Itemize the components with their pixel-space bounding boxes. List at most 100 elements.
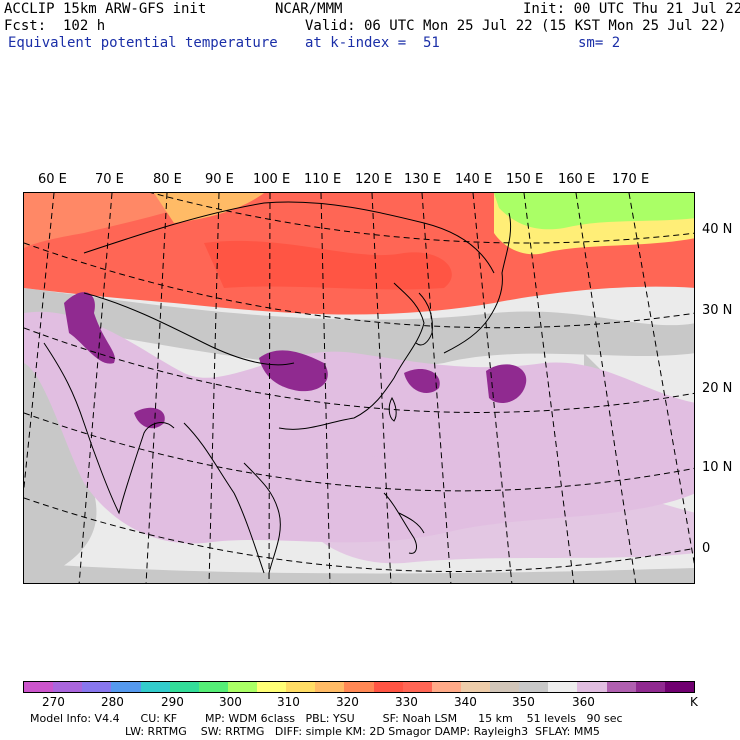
field-purple-china bbox=[259, 350, 328, 392]
lon-line-140e bbox=[472, 193, 513, 583]
colorbar-swatch-16 bbox=[490, 682, 520, 692]
colorbar-swatch-5 bbox=[169, 682, 199, 692]
colorbar-swatch-17 bbox=[519, 682, 549, 692]
colorbar-swatch-3 bbox=[111, 682, 141, 692]
field-name: Equivalent potential temperature bbox=[8, 35, 278, 51]
coastlines bbox=[43, 201, 512, 574]
lat-label-0: 0 bbox=[702, 541, 711, 556]
lat-label-40n: 40 N bbox=[702, 222, 733, 237]
model-info-line2: LW: RRTMG SW: RRTMG DIFF: simple KM: 2D … bbox=[125, 725, 600, 738]
lon-line-160e bbox=[575, 193, 637, 583]
model-level: at k-index = 51 bbox=[305, 35, 440, 51]
lon-label-120e: 120 E bbox=[355, 172, 393, 187]
coast-korea bbox=[415, 292, 433, 346]
lon-line-60e bbox=[24, 193, 55, 492]
field-gray-south bbox=[24, 563, 694, 583]
cbar-tick-310: 310 bbox=[277, 695, 300, 709]
lat-label-10n: 10 N bbox=[702, 460, 733, 475]
cbar-tick-330: 330 bbox=[395, 695, 418, 709]
colorbar-swatch-10 bbox=[315, 682, 345, 692]
border-china-north bbox=[83, 201, 495, 274]
colorbar-swatch-22 bbox=[664, 682, 694, 692]
lat-line-0 bbox=[24, 497, 694, 572]
cbar-tick-300: 300 bbox=[219, 695, 242, 709]
colorbar-swatch-8 bbox=[257, 682, 287, 692]
lon-label-140e: 140 E bbox=[455, 172, 493, 187]
smoothing-label: sm= 2 bbox=[578, 35, 621, 51]
lon-label-160e: 160 E bbox=[558, 172, 596, 187]
colorbar-swatch-2 bbox=[82, 682, 112, 692]
colorbar-swatch-14 bbox=[431, 682, 461, 692]
colorbar bbox=[23, 681, 695, 693]
lon-line-110e bbox=[320, 193, 331, 583]
colorbar-swatch-11 bbox=[344, 682, 374, 692]
coast-indochina bbox=[183, 422, 281, 574]
valid-time: Valid: 06 UTC Mon 25 Jul 22 (15 KST Mon … bbox=[305, 18, 727, 34]
colorbar-swatch-4 bbox=[140, 682, 170, 692]
longitude-lines bbox=[24, 193, 694, 583]
lon-line-130e bbox=[421, 193, 452, 583]
lat-label-30n: 30 N bbox=[702, 303, 733, 318]
lon-line-80e bbox=[145, 193, 168, 583]
colorbar-swatch-20 bbox=[606, 682, 636, 692]
lon-line-100e bbox=[268, 193, 271, 583]
colorbar-swatch-21 bbox=[635, 682, 665, 692]
map-canvas bbox=[24, 193, 694, 583]
colorbar-swatch-15 bbox=[460, 682, 490, 692]
lon-label-100e: 100 E bbox=[253, 172, 291, 187]
model-title: ACCLIP 15km ARW-GFS init bbox=[4, 1, 207, 17]
lat-line-30n bbox=[24, 242, 694, 329]
colorbar-swatch-13 bbox=[402, 682, 432, 692]
colorbar-swatch-9 bbox=[286, 682, 316, 692]
lon-line-150e bbox=[523, 193, 575, 583]
colorbar-swatch-1 bbox=[53, 682, 83, 692]
colorbar-swatch-12 bbox=[373, 682, 403, 692]
cbar-tick-unit: K bbox=[690, 695, 698, 709]
colorbar-swatch-19 bbox=[577, 682, 607, 692]
cbar-tick-270: 270 bbox=[42, 695, 65, 709]
lat-line-10n bbox=[24, 412, 694, 492]
field-gray-band bbox=[24, 288, 694, 369]
lon-label-70e: 70 E bbox=[95, 172, 124, 187]
lon-line-70e bbox=[78, 193, 113, 583]
lon-label-80e: 80 E bbox=[153, 172, 182, 187]
field-purple-india bbox=[64, 292, 115, 364]
colorbar-swatch-18 bbox=[548, 682, 578, 692]
latitude-lines bbox=[24, 193, 694, 572]
coast-china bbox=[278, 282, 425, 430]
colorbar-swatch-0 bbox=[24, 682, 54, 692]
cbar-tick-280: 280 bbox=[101, 695, 124, 709]
cbar-tick-290: 290 bbox=[161, 695, 184, 709]
lat-label-20n: 20 N bbox=[702, 381, 733, 396]
lon-label-60e: 60 E bbox=[38, 172, 67, 187]
lon-line-170e bbox=[628, 193, 694, 565]
lon-label-150e: 150 E bbox=[506, 172, 544, 187]
cbar-tick-360: 360 bbox=[572, 695, 595, 709]
lat-line-20n bbox=[24, 327, 694, 413]
field-gray-west bbox=[24, 343, 97, 583]
field-purple-pacific bbox=[486, 364, 527, 403]
border-himalaya bbox=[83, 292, 295, 366]
theta-e-map bbox=[23, 192, 695, 584]
lon-label-130e: 130 E bbox=[404, 172, 442, 187]
cbar-tick-340: 340 bbox=[454, 695, 477, 709]
field-red-patch bbox=[204, 240, 452, 290]
coast-japan bbox=[443, 212, 512, 354]
lon-label-170e: 170 E bbox=[612, 172, 650, 187]
lon-line-90e bbox=[208, 193, 220, 583]
coast-india bbox=[43, 342, 175, 515]
init-time: Init: 00 UTC Thu 21 Jul 22 bbox=[523, 1, 740, 17]
lon-label-90e: 90 E bbox=[205, 172, 234, 187]
cbar-tick-350: 350 bbox=[512, 695, 535, 709]
forecast-hour: Fcst: 102 h bbox=[4, 18, 106, 34]
lon-line-120e bbox=[371, 193, 392, 583]
cbar-tick-320: 320 bbox=[336, 695, 359, 709]
institution-label: NCAR/MMM bbox=[275, 1, 343, 17]
field-green-ne bbox=[494, 193, 694, 230]
model-info-line1: Model Info: V4.4 CU: KF MP: WDM 6class P… bbox=[30, 712, 623, 725]
coast-taiwan bbox=[388, 396, 397, 422]
colorbar-swatch-7 bbox=[227, 682, 257, 692]
field-purple-taiwan bbox=[404, 368, 440, 393]
field-lilac-2 bbox=[274, 443, 694, 564]
colorbar-swatch-6 bbox=[198, 682, 228, 692]
